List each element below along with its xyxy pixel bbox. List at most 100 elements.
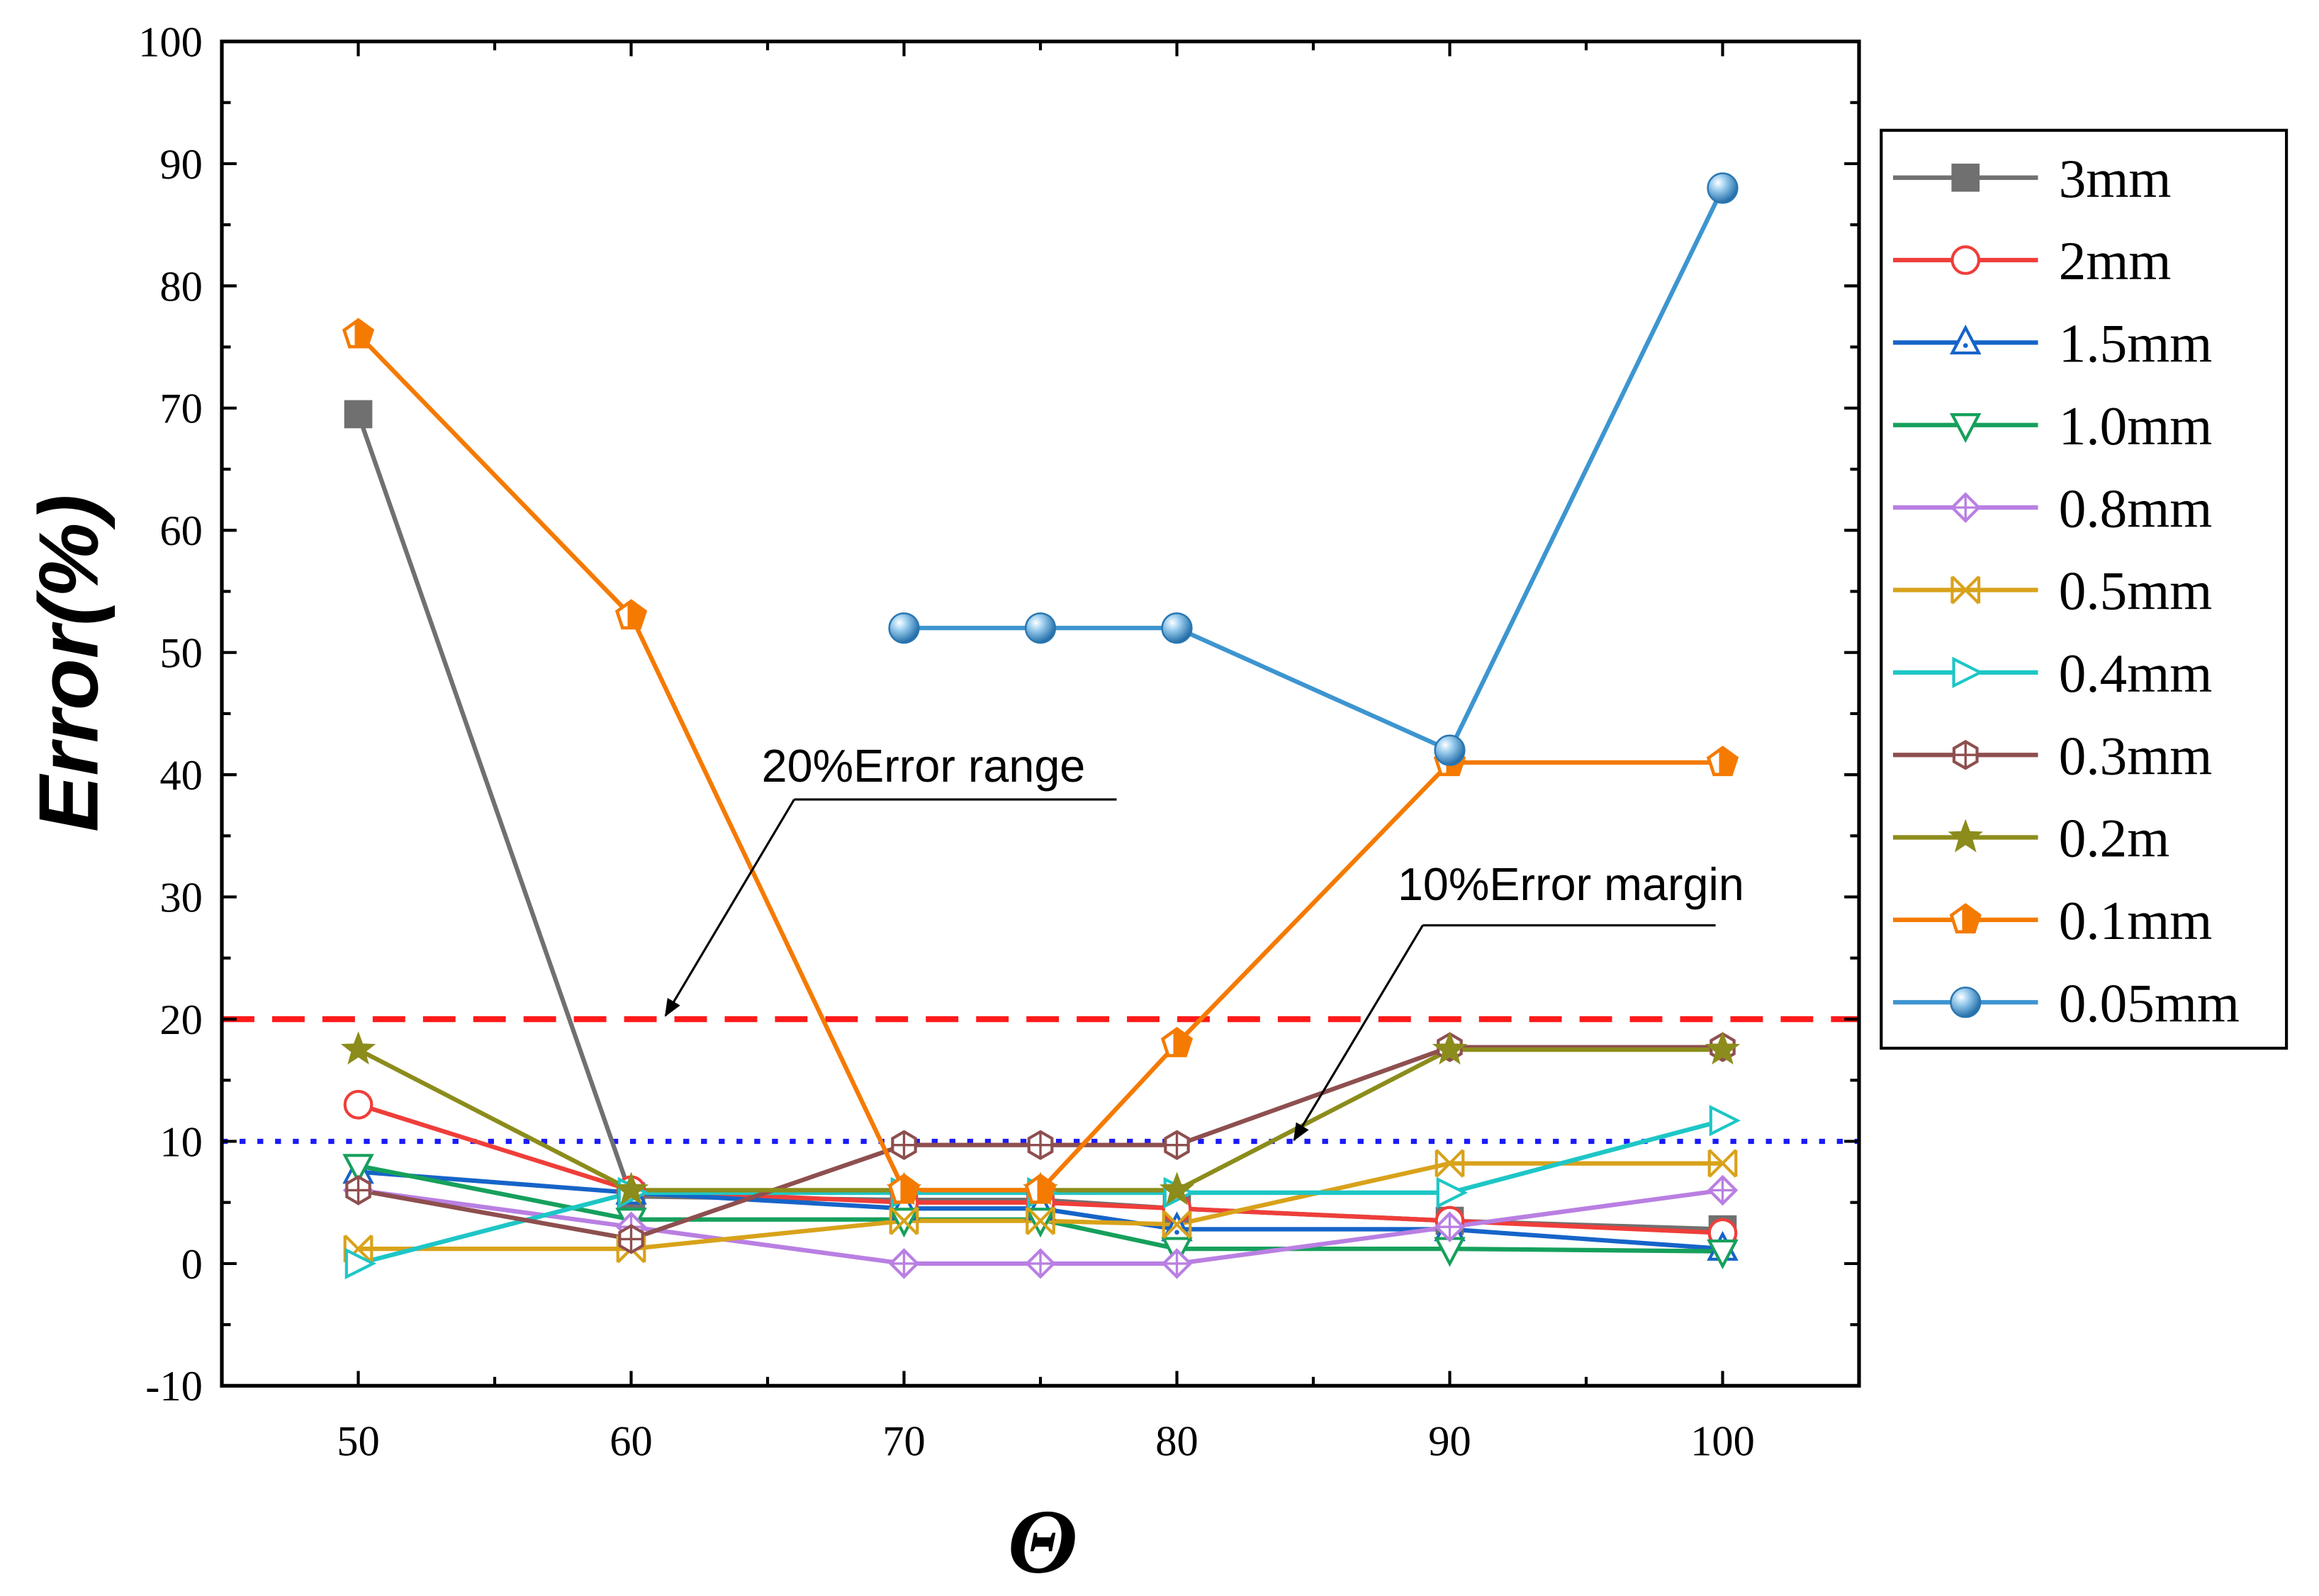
- x-tick-label: 70: [882, 1418, 925, 1466]
- marker-cross: [1028, 1131, 1052, 1159]
- marker-pentagon: [614, 599, 648, 630]
- legend-label: 0.4mm: [2059, 643, 2213, 704]
- marker-bowtie: [1950, 575, 1981, 605]
- marker-cross: [1163, 1250, 1191, 1277]
- legend-item-0p05mm: 0.05mm: [1893, 972, 2240, 1033]
- point-0p1mm-x50: [342, 317, 375, 349]
- marker-sphere: [1434, 734, 1466, 766]
- marker-pentagon: [1024, 1173, 1057, 1204]
- y-tick-label: 50: [159, 630, 202, 678]
- legend-marker: [1952, 656, 1984, 689]
- marker-triangle: [1950, 325, 1982, 355]
- marker-sphere: [1707, 172, 1739, 204]
- legend-marker: [1950, 987, 1982, 1018]
- point-0p05mm-x80: [1161, 612, 1193, 644]
- legend-item-1p5mm: 1.5mm: [1893, 313, 2212, 374]
- marker-sphere: [888, 612, 920, 644]
- marker-bowtie: [343, 1234, 374, 1264]
- legend-marker: [1950, 245, 1981, 275]
- legend-label: 0.8mm: [2059, 478, 2213, 539]
- point-0p3mm-x75: [1027, 1130, 1054, 1160]
- y-tick-label: 60: [159, 507, 202, 555]
- legend-item-0p2m: 0.2m: [1893, 808, 2169, 869]
- marker-bowtie: [1162, 1210, 1192, 1240]
- marker-star: [1432, 1031, 1468, 1065]
- point-0p5mm-x70: [889, 1206, 919, 1235]
- annotation-20-arrow: [664, 799, 795, 1017]
- legend-label: 0.3mm: [2059, 725, 2213, 786]
- legend-label: 0.1mm: [2059, 890, 2213, 951]
- legend-item-0p5mm: 0.5mm: [1893, 561, 2212, 622]
- annotation-20-label: 20%Error range: [762, 740, 1086, 792]
- point-0p5mm-x100: [1707, 1149, 1738, 1178]
- marker-cross: [347, 1176, 370, 1204]
- marker-star: [1705, 1031, 1741, 1065]
- marker-bowtie: [1707, 1149, 1738, 1178]
- point-3mm-x50: [344, 400, 373, 429]
- y-tick-label: 10: [159, 1118, 202, 1166]
- marker-circle: [1950, 245, 1981, 275]
- point-0p2m-x100: [1705, 1031, 1741, 1065]
- marker-triangle-right: [1436, 1176, 1469, 1209]
- marker-dot: [1963, 343, 1968, 348]
- y-tick-label: 30: [159, 874, 202, 921]
- point-0p3mm-x80: [1164, 1130, 1190, 1160]
- y-tick-label: 70: [159, 386, 202, 433]
- marker-star: [1159, 1171, 1195, 1206]
- marker-cross: [892, 1131, 916, 1159]
- marker-cross: [1952, 494, 1980, 521]
- point-0p3mm-x60: [618, 1224, 644, 1254]
- y-tick-label: 90: [159, 141, 202, 189]
- marker-pentagon: [1160, 1026, 1194, 1057]
- marker-cross: [1436, 1213, 1464, 1240]
- legend-item-1p0mm: 1.0mm: [1893, 395, 2212, 456]
- point-0p5mm-x80: [1162, 1210, 1192, 1240]
- legend-marker: [1952, 739, 1979, 770]
- legend-marker: [1950, 492, 1982, 523]
- legend-label: 1.0mm: [2059, 395, 2213, 456]
- marker-bowtie: [1434, 1149, 1465, 1178]
- annotation-20-percent: 20%Error range: [664, 740, 1117, 1017]
- marker-square: [1951, 163, 1980, 192]
- legend-marker: [1948, 819, 1984, 853]
- point-0p8mm-x70: [888, 1248, 920, 1279]
- point-0p3mm-x50: [345, 1175, 371, 1206]
- legend-label: 0.05mm: [2059, 972, 2240, 1033]
- x-tick-label: 100: [1690, 1418, 1755, 1466]
- marker-pentagon: [342, 317, 375, 349]
- marker-bowtie: [1026, 1206, 1055, 1235]
- marker-cross: [1027, 1250, 1054, 1277]
- point-0p5mm-x90: [1434, 1149, 1465, 1178]
- legend: 3mm 2mm 1.5mm 1.0mm 0.8mm 0.5mm 0.4mm 0.3mm 0.2m…: [1880, 128, 2289, 1050]
- legend-label: 2mm: [2059, 230, 2172, 291]
- marker-circle: [343, 1089, 374, 1120]
- annotation-10-percent: 10%Error margin: [1293, 858, 1744, 1142]
- point-0p3mm-x70: [891, 1130, 917, 1160]
- point-0p8mm-x90: [1434, 1211, 1466, 1242]
- point-0p05mm-x75: [1024, 612, 1057, 644]
- x-tick-label: 50: [337, 1418, 379, 1466]
- marker-square: [344, 400, 373, 429]
- point-0p1mm-x60: [614, 599, 648, 630]
- x-tick-label: 90: [1428, 1418, 1471, 1466]
- legend-label: 3mm: [2059, 148, 2172, 209]
- point-0p05mm-x90: [1434, 734, 1466, 766]
- marker-cross: [1709, 1176, 1736, 1204]
- x-tick-label: 60: [610, 1418, 652, 1466]
- point-0p2m-x60: [613, 1171, 649, 1206]
- marker-sphere: [1024, 612, 1057, 644]
- y-tick-label: 100: [138, 18, 203, 66]
- marker-star: [613, 1171, 649, 1206]
- point-0p2m-x50: [340, 1031, 376, 1065]
- marker-cross: [619, 1225, 643, 1253]
- marker-star: [1948, 819, 1984, 853]
- legend-item-0p8mm: 0.8mm: [1893, 478, 2212, 539]
- point-0p1mm-x70: [887, 1173, 921, 1204]
- x-axis-title: Θ: [1008, 1491, 1078, 1592]
- point-0p8mm-x80: [1161, 1248, 1193, 1279]
- legend-item-0p3mm: 0.3mm: [1893, 725, 2212, 786]
- y-tick-label: 40: [159, 752, 202, 799]
- legend-item-3mm: 3mm: [1893, 148, 2171, 209]
- legend-marker: [1950, 575, 1981, 605]
- series-markers: [340, 172, 1741, 1280]
